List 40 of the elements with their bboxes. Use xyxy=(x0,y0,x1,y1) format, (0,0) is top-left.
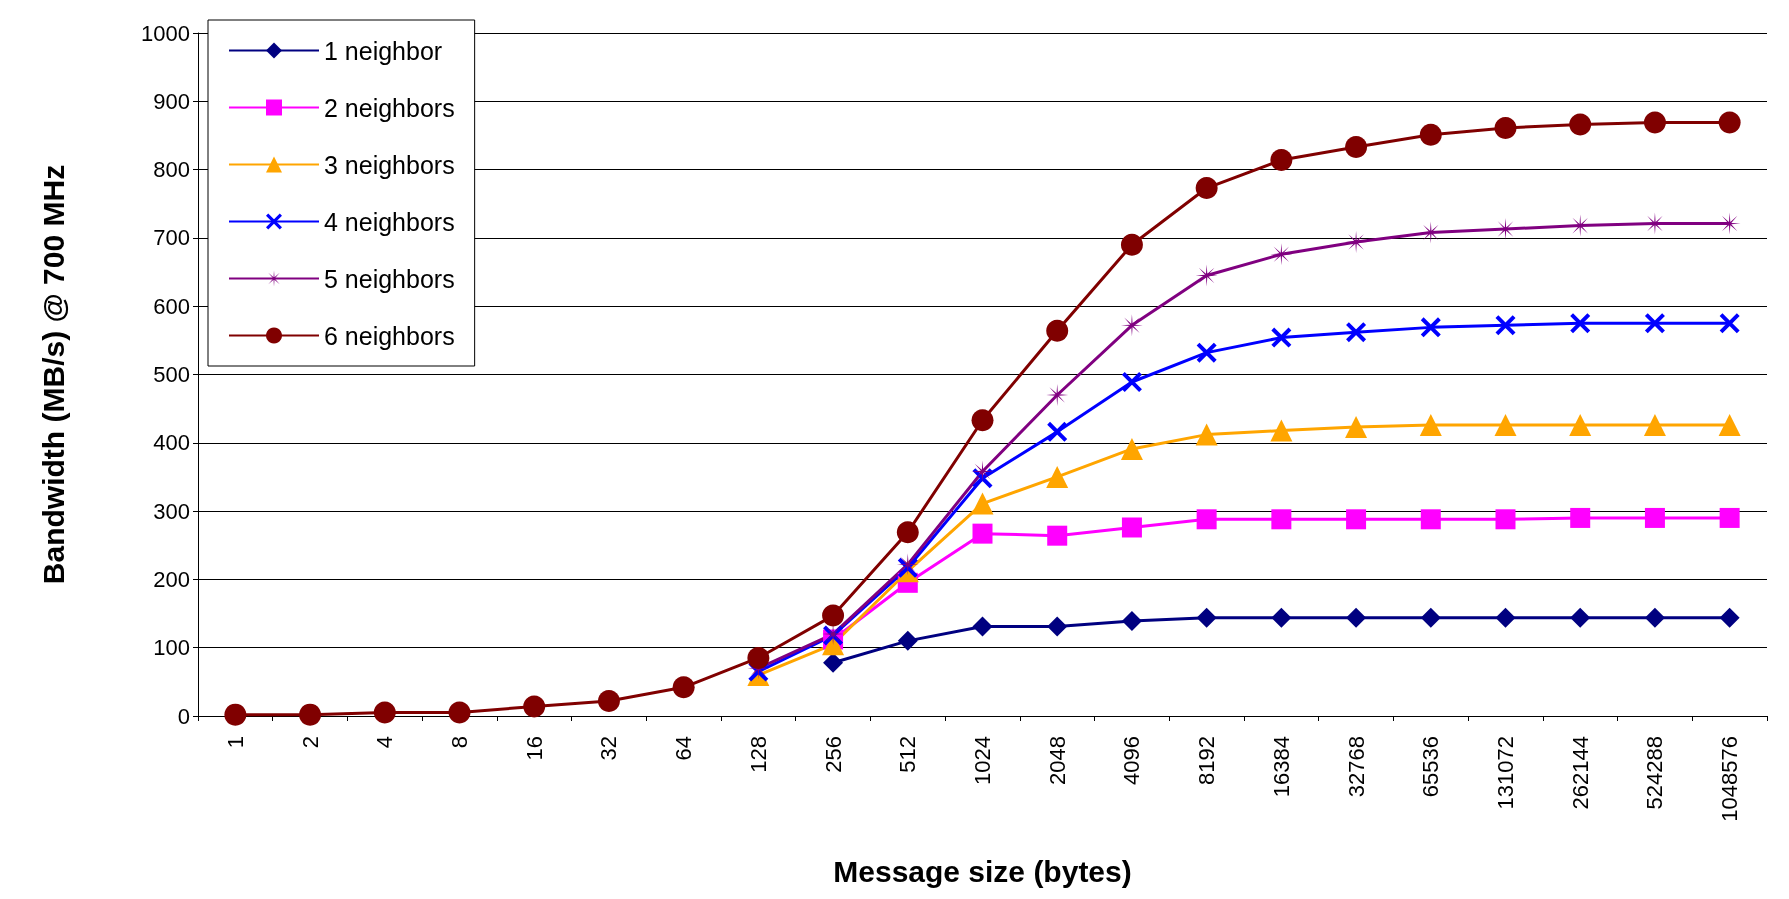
x-tick-label: 128 xyxy=(745,736,771,773)
y-tick-label: 300 xyxy=(153,498,190,524)
x-tick-label: 524288 xyxy=(1642,736,1668,810)
legend-label: 5 neighbors xyxy=(324,264,455,293)
y-tick-label: 200 xyxy=(153,566,190,592)
x-tick-label: 512 xyxy=(895,736,921,773)
x-tick-label: 2048 xyxy=(1044,736,1070,785)
x-tick-label: 32 xyxy=(596,736,622,761)
x-tick-label: 1048576 xyxy=(1717,736,1743,822)
x-tick-label: 65536 xyxy=(1418,736,1444,798)
y-tick-label: 800 xyxy=(153,157,190,183)
x-tick-label: 1 xyxy=(222,736,248,749)
y-tick-label: 600 xyxy=(153,293,190,319)
y-axis-title: Bandwidth (MB/s) @ 700 MHz xyxy=(36,164,70,585)
x-tick-label: 1024 xyxy=(970,736,995,785)
x-tick-label: 64 xyxy=(671,736,697,761)
y-tick-label: 0 xyxy=(177,703,190,729)
x-axis-title: Message size (bytes) xyxy=(833,854,1132,888)
x-tick-label: 262144 xyxy=(1567,736,1593,810)
x-tick-label: 2 xyxy=(297,736,323,749)
y-tick-label: 400 xyxy=(153,430,190,456)
y-tick-label: 100 xyxy=(153,635,190,661)
legend-label: 2 neighbors xyxy=(324,93,455,122)
y-tick-label: 1000 xyxy=(141,20,190,46)
y-tick-label: 500 xyxy=(153,362,190,387)
x-tick-label: 4096 xyxy=(1119,736,1145,785)
x-tick-label: 16 xyxy=(521,736,547,761)
legend-label: 4 neighbors xyxy=(324,207,455,236)
legend-label: 1 neighbor xyxy=(324,36,443,65)
y-tick-label: 700 xyxy=(153,225,190,251)
x-tick-label: 32768 xyxy=(1343,736,1369,798)
y-tick-label: 900 xyxy=(153,88,190,114)
x-tick-label: 8 xyxy=(447,736,472,749)
legend-label: 6 neighbors xyxy=(324,321,455,350)
legend-label: 3 neighbors xyxy=(324,150,455,179)
x-tick-label: 256 xyxy=(820,736,846,773)
x-tick-label: 131072 xyxy=(1493,736,1518,810)
x-tick-label: 16384 xyxy=(1268,736,1294,798)
x-tick-label: 8192 xyxy=(1194,736,1220,785)
x-tick-label: 4 xyxy=(372,736,398,749)
